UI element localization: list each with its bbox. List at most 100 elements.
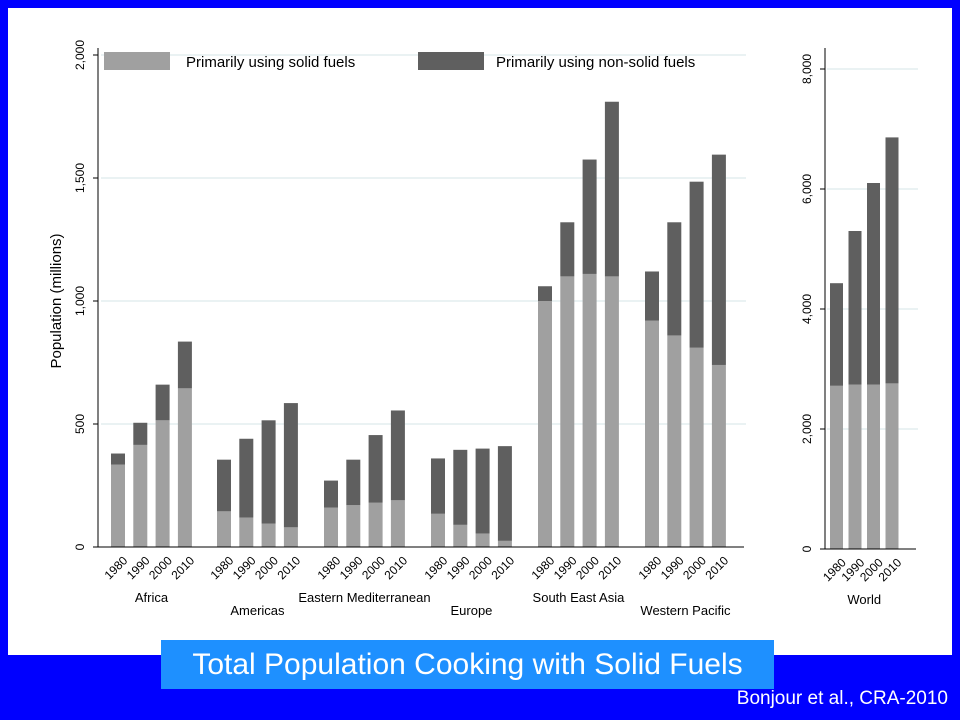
x-tick-label: 1990 — [444, 553, 473, 582]
bar-solid — [217, 511, 231, 547]
bar-nonsolid — [667, 222, 682, 336]
bar-solid — [867, 384, 880, 549]
bar-solid — [582, 273, 597, 547]
bar-nonsolid — [390, 410, 405, 501]
bar-solid — [645, 320, 659, 547]
x-tick-label: 2000 — [680, 553, 709, 582]
bar-nonsolid — [848, 231, 862, 385]
legend-label-nonsolid: Primarily using non-solid fuels — [496, 54, 695, 71]
bar-solid — [324, 507, 338, 547]
bar-nonsolid — [155, 384, 170, 421]
bar-solid — [497, 540, 512, 547]
bar-solid — [689, 347, 704, 547]
x-tick-label: 1990 — [551, 553, 580, 582]
citation: Bonjour et al., CRA-2010 — [736, 688, 948, 709]
x-tick-label: 1990 — [124, 553, 153, 582]
bar-solid — [848, 384, 862, 549]
bar-solid — [111, 464, 125, 547]
group-label: World — [847, 592, 881, 607]
bar-solid — [368, 502, 383, 547]
bar-solid — [560, 276, 575, 547]
slide-title: Total Population Cooking with Solid Fuel… — [192, 647, 743, 681]
bar-solid — [261, 523, 276, 547]
bar-solid — [604, 276, 619, 547]
x-tick-label: 2010 — [274, 553, 303, 582]
bar-nonsolid — [475, 448, 490, 534]
bar-solid — [885, 383, 899, 549]
bar-nonsolid — [324, 480, 338, 508]
bar-solid — [453, 524, 468, 547]
x-tick-label: 1990 — [337, 553, 366, 582]
x-tick-label: 2000 — [359, 553, 388, 582]
y-tick-label: 4,000 — [800, 294, 814, 324]
x-tick-label: 1980 — [529, 553, 558, 582]
bar-nonsolid — [239, 438, 254, 518]
bar-solid — [283, 527, 298, 547]
x-tick-label: 2000 — [573, 553, 602, 582]
bar-nonsolid — [177, 341, 192, 389]
bar-solid — [475, 533, 490, 547]
slide-title-box: Total Population Cooking with Solid Fuel… — [161, 640, 774, 689]
bar-solid — [346, 505, 361, 547]
x-tick-label: 2010 — [702, 553, 731, 582]
x-tick-label: 2010 — [595, 553, 624, 582]
y-tick-label: 1,500 — [73, 163, 87, 193]
bar-nonsolid — [560, 222, 575, 277]
bar-nonsolid — [453, 449, 468, 525]
y-tick-label: 500 — [73, 414, 87, 434]
bar-nonsolid — [431, 458, 445, 514]
x-tick-label: 1990 — [658, 553, 687, 582]
bar-solid — [538, 301, 552, 547]
group-label: Americas — [230, 603, 285, 618]
bar-nonsolid — [867, 183, 880, 385]
y-tick-label: 2,000 — [800, 414, 814, 444]
bar-nonsolid — [830, 283, 843, 386]
bar-solid — [431, 513, 445, 547]
bar-nonsolid — [111, 453, 125, 465]
x-tick-label: 2000 — [252, 553, 281, 582]
x-tick-label: 1980 — [208, 553, 237, 582]
bar-solid — [711, 364, 726, 547]
x-tick-label: 1990 — [230, 553, 259, 582]
group-label: Europe — [450, 603, 492, 618]
bar-nonsolid — [689, 181, 704, 348]
group-label: South East Asia — [533, 590, 626, 605]
y-tick-label: 2,000 — [73, 40, 87, 70]
y-tick-label: 6,000 — [800, 174, 814, 204]
bar-nonsolid — [497, 446, 512, 541]
bar-nonsolid — [582, 159, 597, 274]
group-label: Western Pacific — [640, 603, 731, 618]
bar-nonsolid — [885, 137, 899, 384]
bar-nonsolid — [217, 459, 231, 512]
y-tick-label: 1,000 — [73, 286, 87, 316]
y-tick-label: 0 — [73, 543, 87, 550]
bar-nonsolid — [133, 422, 148, 445]
bar-nonsolid — [604, 101, 619, 277]
x-tick-label: 1980 — [315, 553, 344, 582]
bar-solid — [390, 500, 405, 547]
bar-solid — [155, 420, 170, 547]
bar-solid — [830, 385, 843, 549]
x-tick-label: 2000 — [466, 553, 495, 582]
legend-label-solid: Primarily using solid fuels — [186, 54, 355, 71]
bar-nonsolid — [645, 271, 659, 321]
bar-nonsolid — [346, 459, 361, 506]
y-tick-label: 0 — [800, 545, 814, 552]
bar-nonsolid — [538, 286, 552, 301]
bar-nonsolid — [283, 403, 298, 528]
x-tick-label: 2010 — [381, 553, 410, 582]
y-axis-label: Population (millions) — [48, 233, 65, 368]
legend-swatch-solid — [104, 52, 170, 70]
bar-nonsolid — [368, 435, 383, 503]
bar-nonsolid — [711, 154, 726, 365]
bar-solid — [239, 517, 254, 547]
legend-swatch-nonsolid — [418, 52, 484, 70]
group-label: Africa — [135, 590, 169, 605]
y-tick-label: 8,000 — [800, 54, 814, 84]
x-tick-label: 1980 — [636, 553, 665, 582]
x-tick-label: 1980 — [422, 553, 451, 582]
x-tick-label: 2000 — [146, 553, 175, 582]
x-tick-label: 2010 — [488, 553, 517, 582]
group-label: Eastern Mediterranean — [298, 590, 430, 605]
bar-solid — [133, 444, 148, 547]
